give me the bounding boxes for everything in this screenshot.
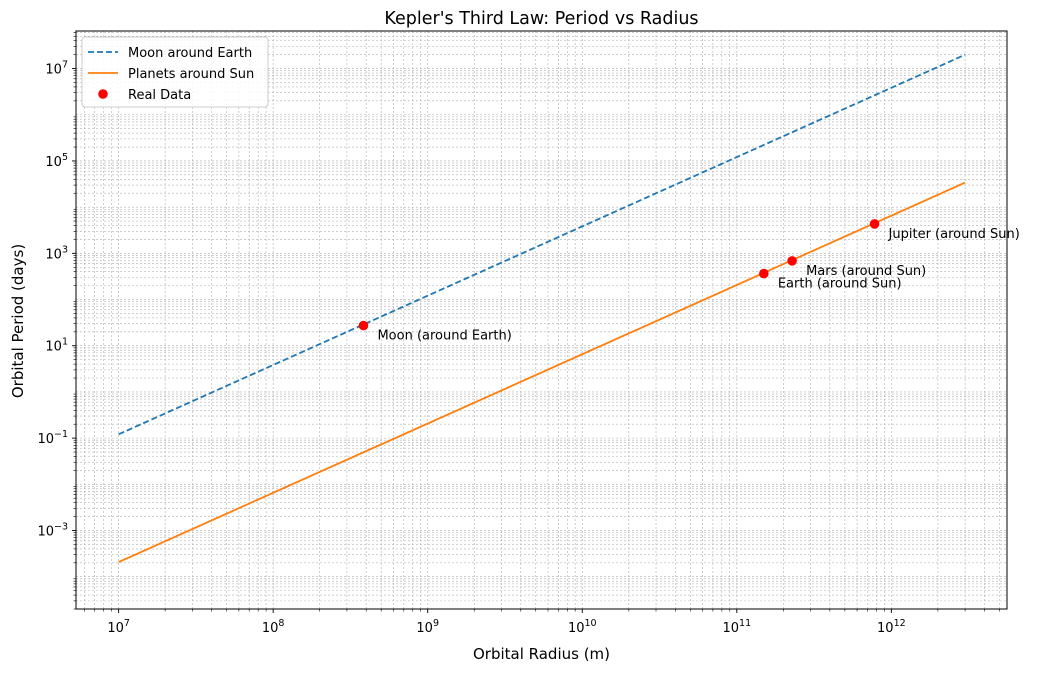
legend-swatch-real-data: [98, 89, 108, 99]
data-point-earth-around-sun: [759, 268, 769, 279]
legend-label-real-data: Real Data: [128, 88, 191, 103]
data-point-moon-around-earth: [358, 320, 369, 331]
x-axis-label: Orbital Radius (m): [473, 645, 610, 663]
y-tick-label: 105: [45, 152, 68, 170]
x-tick-label: 1011: [722, 618, 751, 636]
axis-ticks: 107 108 109 1010 1011 1012 10−3 10−1 101 103 105 10…: [37, 32, 1000, 636]
legend-label-moon: Moon around Earth: [128, 46, 252, 61]
x-tick-label: 1010: [568, 618, 597, 636]
data-point-jupiter-around-sun: [869, 219, 880, 229]
data-point-label-jupiter-around-sun: Jupiter (around Sun): [888, 227, 1020, 242]
x-tick-label: 1012: [877, 618, 906, 636]
y-tick-label: 10−3: [37, 522, 68, 540]
data-point-label-mars-around-sun: Mars (around Sun): [806, 264, 926, 279]
y-tick-label: 103: [45, 244, 68, 262]
data-point-label-earth-around-sun: Earth (around Sun): [778, 277, 902, 292]
y-tick-label: 107: [45, 60, 68, 78]
data-point-label-moon-around-earth: Moon (around Earth): [377, 329, 511, 344]
x-tick-label: 108: [262, 618, 285, 636]
plot-series: [118, 53, 966, 563]
legend: Moon around Earth Planets around Sun Rea…: [81, 36, 269, 108]
data-points: Moon (around Earth) Earth (around Sun)Mar…: [358, 219, 1020, 344]
chart-title: Kepler's Third Law: Period vs Radius: [384, 9, 698, 29]
y-axis-label: Orbital Period (days): [9, 244, 27, 398]
x-tick-label: 107: [107, 618, 130, 636]
x-tick-label: 109: [416, 618, 439, 636]
legend-box: [81, 36, 269, 108]
series-line-planets-around-sun: [118, 181, 966, 563]
grid: [76, 31, 1007, 610]
y-tick-label: 10−1: [37, 429, 68, 447]
y-tick-label: 101: [45, 337, 68, 355]
data-point-mars-around-sun: [787, 256, 797, 266]
series-line-moon-around-earth: [118, 53, 966, 436]
legend-label-planets: Planets around Sun: [128, 67, 254, 82]
axes-frame: [75, 30, 1008, 610]
